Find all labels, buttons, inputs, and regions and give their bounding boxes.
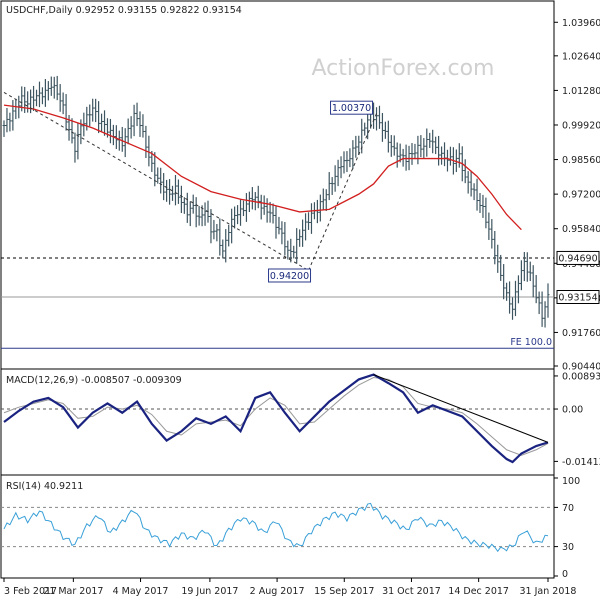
x-tick-label: 2 Aug 2017 bbox=[250, 586, 305, 597]
current-price-tag-box bbox=[556, 290, 600, 304]
x-tick-label: 31 Jan 2018 bbox=[520, 586, 577, 597]
x-tick-label: 3 Feb 2017 bbox=[4, 586, 57, 597]
x-tick-label: 14 Dec 2017 bbox=[448, 586, 509, 597]
rsi-tick-label: 0 bbox=[562, 569, 568, 580]
macd-header: MACD(12,26,9) -0.008507 -0.009309 bbox=[6, 375, 182, 386]
high-label: 1.00370 bbox=[332, 103, 371, 114]
macd-line bbox=[3, 373, 549, 464]
x-tick-label: 19 Jun 2017 bbox=[181, 586, 238, 597]
x-tick-label: 21 Mar 2017 bbox=[43, 586, 103, 597]
x-tick-label: 15 Sep 2017 bbox=[314, 586, 374, 597]
price-tick-label: 0.91760 bbox=[562, 328, 600, 339]
macd-tick-label: -0.014136 bbox=[562, 457, 600, 468]
price-tick-label: 1.01280 bbox=[562, 86, 600, 97]
low-label-box bbox=[268, 268, 312, 283]
price-tick-label: 1.03960 bbox=[562, 18, 600, 29]
price-tick-label: 0.97200 bbox=[562, 190, 600, 201]
macd-signal-line bbox=[3, 377, 549, 456]
watermark: ActionForex.com bbox=[312, 56, 495, 81]
support-price-tag-box bbox=[556, 250, 600, 265]
ema-line bbox=[3, 104, 522, 231]
rally-line bbox=[308, 113, 377, 271]
macd-tick-label: 0.008934 bbox=[562, 371, 600, 382]
price-tick-label: 0.95840 bbox=[562, 224, 600, 235]
macd-tick-label: 0.00 bbox=[562, 405, 583, 416]
price-tick-label: 0.98560 bbox=[562, 155, 600, 166]
fe-label: FE 100.0 bbox=[510, 337, 552, 348]
price-header: USDCHF,Daily 0.92952 0.93155 0.92822 0.9… bbox=[6, 5, 242, 16]
rsi-tick-label: 70 bbox=[562, 503, 574, 514]
rsi-panel-frame bbox=[0, 474, 555, 579]
rsi-tick-label: 100 bbox=[562, 476, 580, 487]
downtrend-line bbox=[3, 92, 309, 271]
rsi-line bbox=[3, 502, 549, 553]
rsi-tick-label: 30 bbox=[562, 542, 574, 553]
support-price-tag: 0.94690 bbox=[558, 253, 597, 264]
macd-trendline bbox=[373, 374, 549, 443]
current-price-tag: 0.93154 bbox=[558, 293, 597, 304]
high-label-box bbox=[330, 100, 374, 115]
x-tick-label: 4 May 2017 bbox=[113, 586, 169, 597]
price-tick-label: 1.02640 bbox=[562, 51, 600, 62]
low-label: 0.94200 bbox=[270, 271, 309, 282]
price-tick-label: 0.90440 bbox=[562, 362, 600, 373]
price-tick-label: 0.99920 bbox=[562, 120, 600, 131]
x-tick-label: 31 Oct 2017 bbox=[382, 586, 441, 597]
rsi-header: RSI(14) 40.9211 bbox=[6, 481, 83, 492]
